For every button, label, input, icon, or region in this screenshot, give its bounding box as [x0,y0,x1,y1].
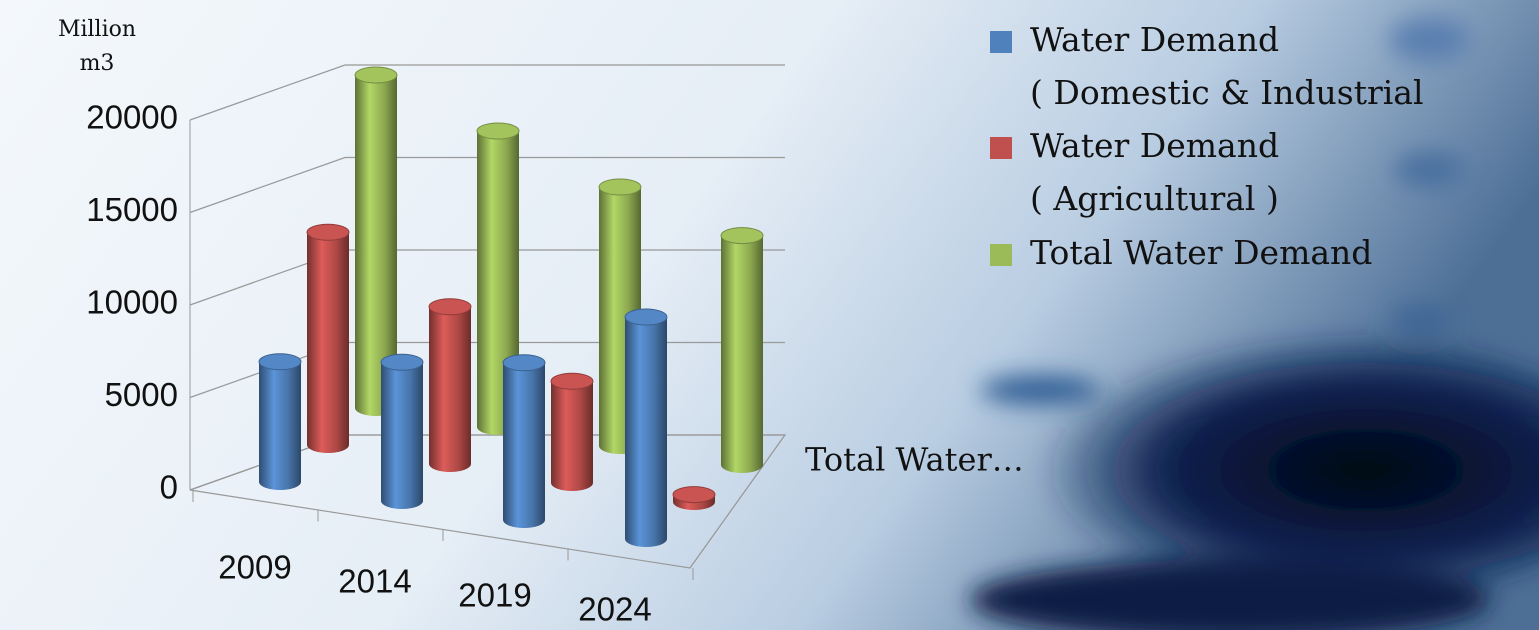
text-line: Million [58,17,136,42]
y-tick-label: 20000 [86,99,178,136]
bar-top [428,298,472,316]
y-tick-label: 5000 [105,376,178,413]
bar-top [624,308,668,326]
bar-top [258,353,302,371]
legend-label: Water Demand ( Agricultural ) [1030,126,1279,218]
bar-top [550,372,594,390]
x-tick-label: 2019 [458,577,531,614]
bar-top [720,227,764,245]
depth-axis [689,434,786,569]
text-line: Water Demand [1030,20,1279,59]
bar [307,232,349,453]
bar-top [598,178,642,196]
bar [259,361,301,490]
y-axis-label: Million m3 [58,17,136,76]
bar-top [672,486,716,504]
legend-swatch [990,31,1012,53]
bar-top [306,223,350,241]
grid-line [189,156,785,214]
bar [551,381,593,491]
x-tick-label: 2009 [218,549,291,586]
legend-swatch [990,137,1012,159]
text-line: ( Agricultural ) [1030,179,1279,218]
bar [355,75,397,416]
bar-top [476,122,520,140]
y-tick-label: 10000 [86,284,178,321]
water-decoration [970,18,1539,630]
legend-label: Total Water Demand [1030,233,1372,272]
text-line: ( Domestic & Industrial [1030,73,1424,112]
bar-top [354,66,398,84]
bar [721,235,763,473]
legend: Water Demand( Domestic & IndustrialWater… [990,20,1424,272]
grid-line [189,64,785,121]
z-axis-label: Total Water… [805,441,1024,479]
bar-top [380,353,424,371]
text-line: m3 [80,51,115,76]
bar [381,362,423,509]
bar-top [502,354,546,372]
bar [503,362,545,528]
bar [625,317,667,547]
bar [429,306,471,472]
legend-swatch [990,244,1012,266]
y-tick-label: 15000 [86,191,178,228]
x-tick-label: 2014 [338,563,411,600]
legend-label: Water Demand ( Domestic & Industrial [1030,20,1424,112]
text-line: Water Demand [1030,126,1279,165]
plot: 0 5000 10000 15000 20000 2009 2014 2019 2024 [86,64,787,628]
x-tick-label: 2024 [578,591,651,628]
y-tick-label: 0 [160,469,178,506]
